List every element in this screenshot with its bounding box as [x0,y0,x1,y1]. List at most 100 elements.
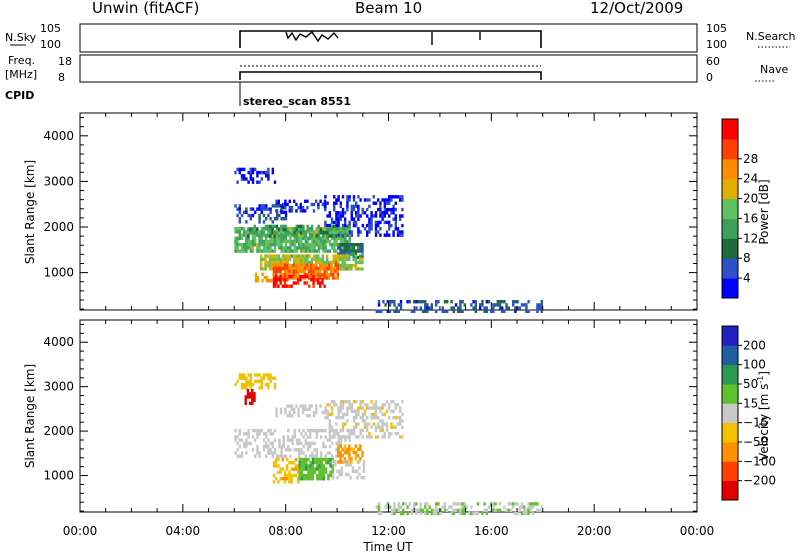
range-gate-cell [333,249,336,253]
range-gate-cell [348,428,351,433]
range-gate-cell [271,260,274,265]
range-gate-cell [265,373,268,377]
range-gate-cell [337,447,340,451]
range-gate-cell [450,505,453,509]
x-axis-label: Time UT [362,540,413,554]
range-gate-cell [354,254,357,258]
range-gate-cell [368,435,371,439]
range-gate-cell [287,239,290,244]
freq-strip: Freq. [MHz] 18 8 60 0 Nave [5,54,788,84]
range-gate-cell [439,508,442,512]
range-gate-cell [290,273,293,277]
range-gate-cell [339,416,342,420]
range-gate-cell [249,174,252,178]
range-gate-cell [336,273,339,277]
range-gate-cell [244,401,247,406]
range-gate-cell [399,300,403,304]
range-gate-cell [330,266,333,271]
range-gate-cell [289,243,292,247]
range-gate-cell [339,217,342,221]
range-gate-cell [272,281,276,285]
range-gate-cell [306,444,310,449]
range-gate-cell [286,276,289,280]
range-gate-cell [343,257,346,261]
range-gate-cell [276,236,279,240]
range-gate-cell [346,239,349,244]
range-gate-cell [335,223,338,228]
range-gate-cell [238,217,241,221]
range-gate-cell [329,461,332,465]
range-gate-cell [302,467,306,471]
range-gate-cell [377,230,380,234]
range-gate-cell [283,281,287,285]
range-gate-cell [330,406,334,410]
range-gate-cell [374,406,378,410]
range-gate-cell [463,511,466,516]
range-gate-cell [251,180,255,184]
range-gate-cell [293,407,296,411]
range-gate-cell [396,227,400,231]
range-gate-cell [337,409,340,413]
range-gate-cell [339,428,342,433]
range-gate-cell [276,233,279,237]
range-gate-cell [372,412,375,417]
range-gate-cell [246,392,250,396]
range-gate-cell [326,264,329,268]
range-gate-cell [304,199,307,203]
range-gate-cell [264,267,267,271]
range-gate-cell [356,267,360,271]
range-gate-cell [379,409,382,413]
range-gate-cell [306,448,310,452]
range-gate-cell [265,441,268,446]
range-gate-cell [309,444,312,449]
range-gate-cell [283,273,287,277]
range-gate-cell [245,441,248,446]
range-gate-cell [381,422,384,426]
range-gate-cell [297,464,300,468]
range-gate-cell [301,274,304,279]
range-gate-cell [317,224,320,229]
range-gate-cell [394,201,397,205]
range-gate-cell [355,204,358,209]
range-gate-cell [498,502,502,506]
range-gate-cell [251,398,254,402]
range-gate-cell [275,199,278,203]
range-gate-cell [335,428,338,433]
range-gate-cell [244,395,247,399]
range-gate-cell [435,511,438,516]
range-gate-cell [307,470,310,474]
range-gate-cell [337,432,340,436]
range-gate-cell [348,447,351,451]
range-gate-cell [356,460,360,464]
range-gate-cell [269,234,272,238]
range-gate-cell [446,300,449,304]
range-gate-cell [474,309,477,313]
range-gate-cell [379,419,382,423]
range-gate-cell [247,435,250,439]
range-gate-cell [283,266,287,271]
range-gate-cell [332,260,335,265]
colorbar-tick-label: −50 [743,435,768,449]
nsearch-label: N.Search [746,30,796,43]
range-gate-cell [383,233,386,237]
range-gate-cell [350,217,353,221]
range-gate-cell [525,508,528,512]
range-gate-cell [273,236,277,240]
range-gate-cell [299,257,302,261]
range-gate-cell [234,170,237,175]
range-gate-cell [331,472,335,477]
range-gate-cell [348,435,351,439]
range-gate-cell [297,414,300,418]
range-gate-cell [317,260,320,265]
range-gate-cell [256,373,259,377]
range-gate-cell [306,199,309,203]
range-gate-cell [494,502,497,506]
range-gate-cell [321,276,324,280]
range-gate-cell [284,246,288,250]
range-gate-cell [266,254,269,258]
range-gate-cell [330,269,333,274]
range-gate-cell [323,199,327,203]
range-gate-cell [435,309,438,313]
range-gate-cell [255,231,259,235]
range-gate-cell [245,207,248,211]
